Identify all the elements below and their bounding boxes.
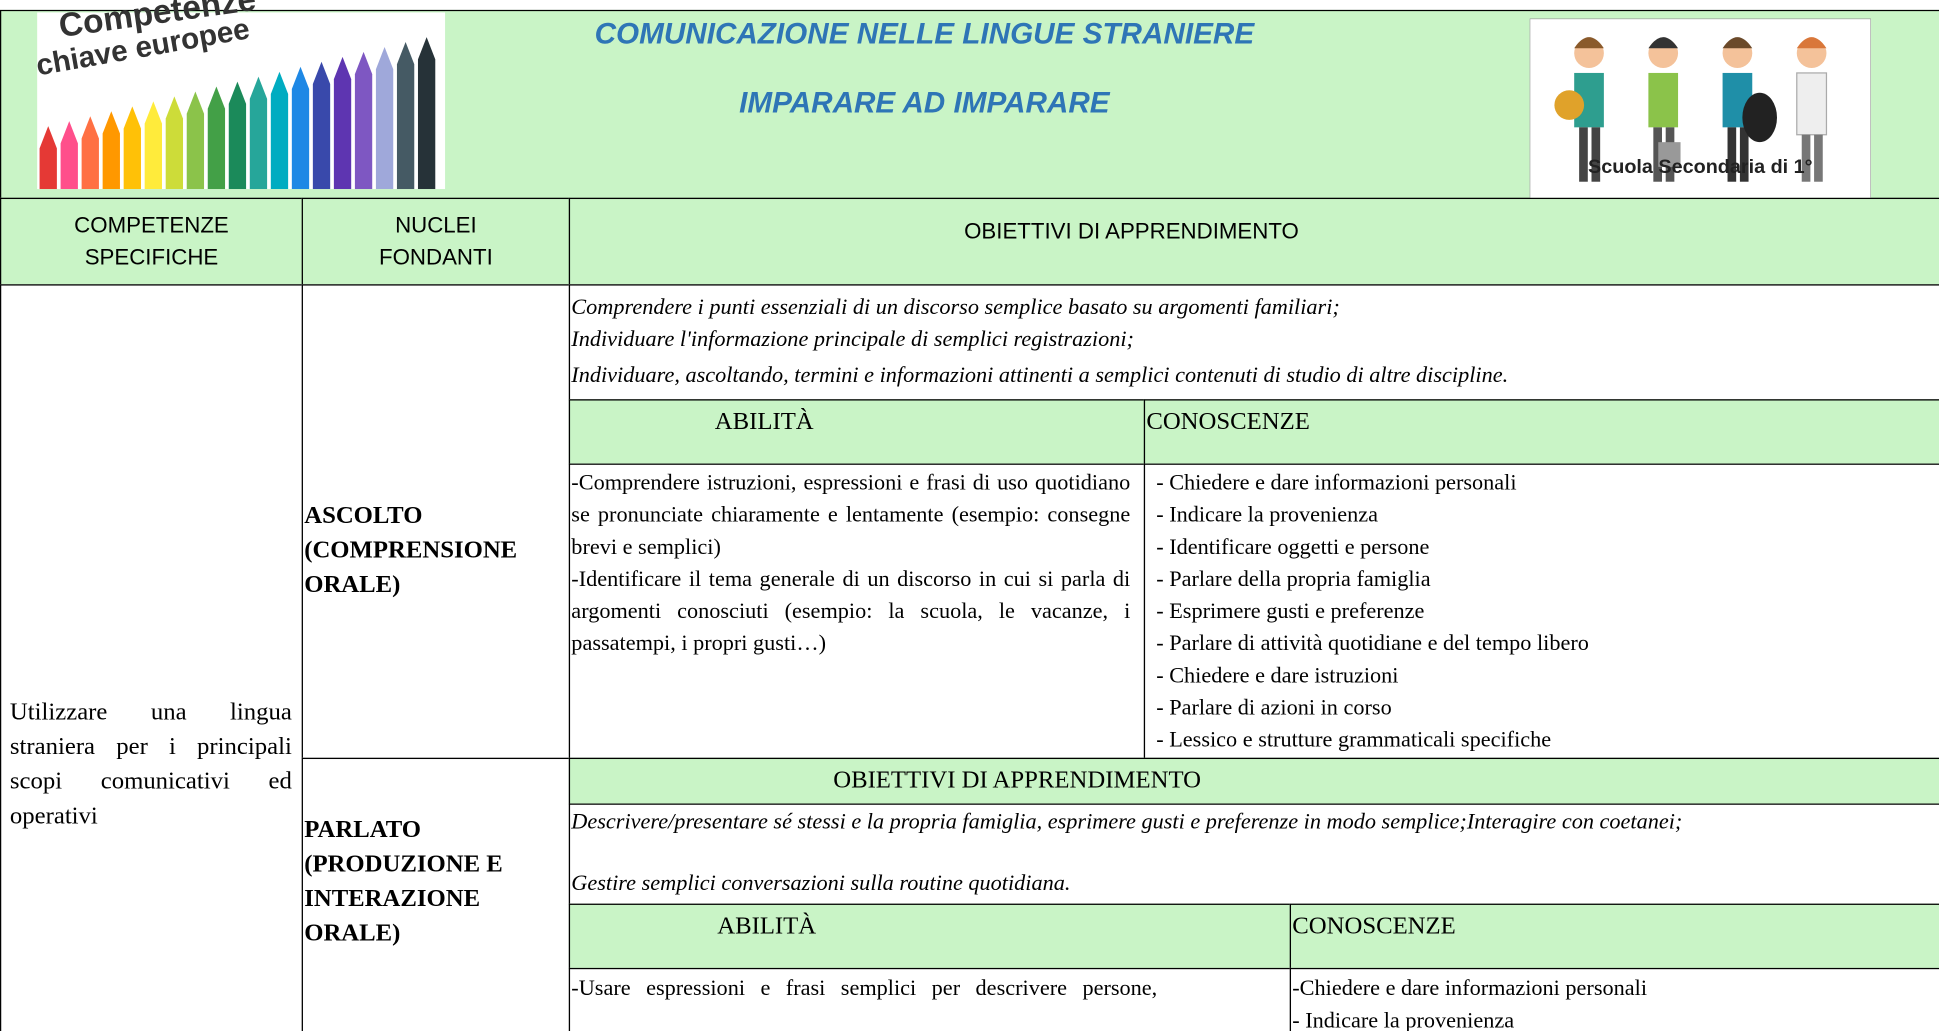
list-item: -Chiedere e dare informazioni personali [1292, 975, 1647, 1001]
cell [1289, 903, 1939, 970]
nucleo: PARLATO (PRODUZIONE E INTERAZIONE ORALE) [304, 815, 503, 947]
competenza: Utilizzare una lingua straniera per i pr… [9, 698, 292, 830]
logo [37, 12, 446, 190]
obiettivo: Individuare, ascoltando, termini e infor… [571, 362, 1509, 387]
list-item: - Chiedere e dare istruzioni [1156, 662, 1399, 688]
cell [1289, 967, 1939, 1031]
cell [568, 903, 1292, 970]
list-item: - Indicare la provenienza [1292, 1007, 1515, 1031]
list-item: - Parlare di attività quotidiane e del t… [1156, 630, 1589, 656]
list-item: - Esprimere gusti e preferenze [1156, 598, 1425, 624]
list-item: - Lessico e strutture grammaticali speci… [1156, 726, 1552, 752]
cell [1143, 399, 1939, 465]
column-header: NUCLEI FONDANTI [301, 197, 571, 286]
cell [0, 284, 303, 1031]
cell [568, 757, 1939, 805]
subheader: ABILITÀ [717, 912, 817, 940]
cell [568, 463, 1146, 760]
abilita: -Usare espressioni e frasi semplici per … [571, 975, 1158, 1001]
title: IMPARARE AD IMPARARE [739, 86, 1110, 120]
column-header: COMPETENZE SPECIFICHE [0, 197, 303, 286]
title: COMUNICAZIONE NELLE LINGUE STRANIERE [594, 17, 1255, 51]
obiettivo: Gestire semplici conversazioni sulla rou… [571, 870, 1071, 896]
subheader: CONOSCENZE [1146, 407, 1310, 436]
nucleo: ASCOLTO (COMPRENSIONE ORALE) [304, 501, 518, 599]
abilita: -Comprendere istruzioni, espressioni e f… [571, 469, 1131, 559]
subheader: CONOSCENZE [1292, 912, 1456, 940]
abilita: -Identificare il tema generale di un dis… [571, 566, 1131, 656]
students-image [1529, 18, 1871, 200]
subheader: OBIETTIVI DI APPRENDIMENTO [833, 766, 1201, 794]
cell [568, 284, 1939, 401]
image-caption: Scuola Secondaria di 1° [1588, 156, 1813, 179]
list-item: - Parlare della propria famiglia [1156, 566, 1431, 591]
cell [301, 284, 571, 760]
subheader: ABILITÀ [714, 407, 814, 436]
list-item: - Parlare di azioni in corso [1156, 694, 1392, 720]
cell [1143, 463, 1939, 760]
obiettivo: Comprendere i punti essenziali di un dis… [571, 294, 1340, 319]
obiettivo: Individuare l'informazione principale di… [571, 326, 1134, 352]
list-item: - Identificare oggetti e persone [1156, 534, 1430, 559]
column-header: OBIETTIVI DI APPRENDIMENTO [568, 197, 1939, 286]
list-item: - Indicare la provenienza [1156, 501, 1379, 527]
cell [301, 757, 571, 1031]
cell [568, 967, 1292, 1031]
list-item: - Chiedere e dare informazioni personali [1156, 469, 1517, 495]
obiettivo: Descrivere/presentare sé stessi e la pro… [571, 808, 1683, 834]
cell [568, 399, 1146, 465]
list: -Chiedere e dare informazioni personali -… [1292, 972, 1647, 1031]
list: - Chiedere e dare informazioni personali… [1156, 466, 1589, 755]
